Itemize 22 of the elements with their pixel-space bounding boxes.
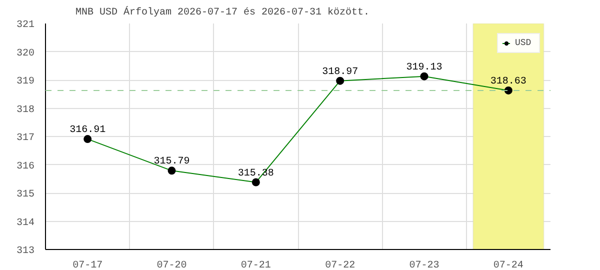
x-tick-label: 07-20 — [156, 260, 187, 270]
data-label: 319.13 — [406, 62, 442, 74]
y-tick-label: 319 — [16, 76, 35, 88]
legend-label: USD — [515, 38, 532, 48]
data-label: 315.79 — [154, 156, 190, 168]
y-tick-label: 314 — [16, 218, 35, 229]
x-tick-label: 07-17 — [72, 260, 103, 270]
data-label: 318.63 — [490, 76, 526, 88]
y-tick-label: 317 — [16, 133, 35, 144]
y-tick-label: 321 — [16, 20, 35, 31]
y-tick-label: 313 — [16, 246, 35, 257]
x-tick-label: 07-22 — [325, 260, 356, 270]
x-tick-label: 07-23 — [409, 260, 440, 270]
y-tick-label: 320 — [16, 48, 35, 60]
x-tick-label: 07-21 — [240, 260, 271, 270]
y-tick-label: 316 — [16, 161, 35, 172]
x-tick-label: 07-24 — [493, 260, 524, 270]
y-tick-label: 318 — [16, 104, 35, 116]
data-label: 318.97 — [322, 66, 358, 78]
chart-title: MNB USD Árfolyam 2026-07-17 és 2026-07-31 között. — [76, 6, 370, 18]
y-tick-label: 315 — [16, 190, 35, 200]
data-label: 316.91 — [70, 125, 106, 136]
